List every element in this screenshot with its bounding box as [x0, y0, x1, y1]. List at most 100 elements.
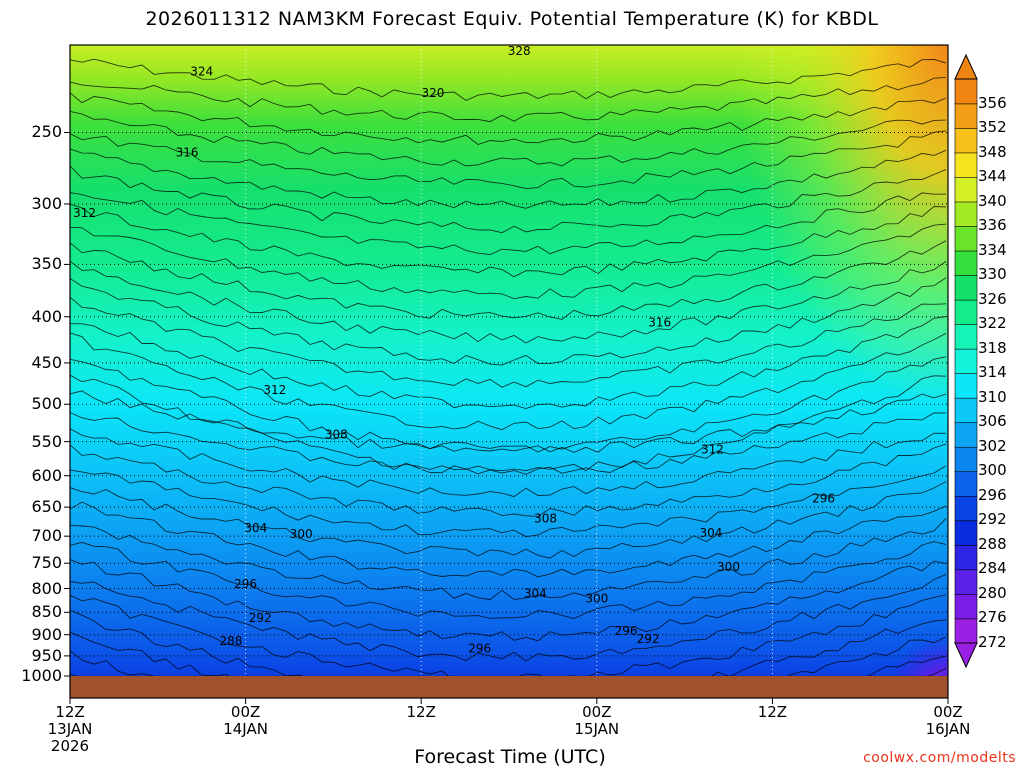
y-tick-label: 400: [31, 306, 62, 326]
colorbar-swatch: [954, 397, 978, 423]
plot-frame: [69, 44, 949, 699]
isotherm-label: 292: [637, 632, 660, 646]
isotherm-line: [70, 203, 947, 278]
isotherm-line: [70, 412, 947, 475]
colorbar-label: 280: [978, 583, 1007, 602]
isotherm-label: 320: [421, 86, 444, 100]
x-ticks: [69, 698, 949, 704]
isotherm-line: [70, 316, 947, 409]
colorbar-swatch: [954, 274, 978, 301]
y-tick-label: 850: [31, 602, 62, 622]
y-tick-label: 750: [31, 553, 62, 573]
colorbar-swatch: [954, 201, 978, 227]
credit-text: coolwx.com/modelts: [863, 750, 1016, 766]
colorbar-label: 310: [978, 387, 1007, 406]
colorbar-swatch: [954, 593, 978, 620]
colorbar-label: 318: [978, 338, 1007, 357]
colorbar-label: 356: [978, 93, 1007, 112]
isotherm-line: [70, 165, 947, 234]
isotherm-line: [70, 110, 947, 167]
colorbar-swatch: [954, 495, 978, 522]
isotherm-label: 300: [585, 592, 608, 606]
y-tick-label: 1000: [21, 666, 62, 685]
y-tick-label: 800: [31, 578, 62, 598]
isotherm-label: 312: [263, 383, 286, 397]
colorbar-label: 340: [978, 191, 1007, 210]
y-tick-label: 950: [31, 645, 62, 665]
y-tick-label: 300: [31, 193, 62, 213]
y-tick-label: 550: [31, 431, 62, 451]
isotherm-line: [70, 223, 947, 300]
x-tick-label: 12Z: [757, 703, 788, 721]
isotherm-line: [70, 374, 947, 472]
colorbar-label: 276: [978, 608, 1007, 627]
colorbar-label: 348: [978, 142, 1007, 161]
isotherm-line: [70, 76, 947, 123]
isotherm-label: 304: [699, 526, 722, 540]
y-ticks: [64, 131, 70, 677]
isotherm-label: 312: [73, 206, 96, 220]
isotherm-line: [70, 573, 947, 662]
colorbar-swatch: [954, 103, 978, 129]
colorbar-label: 300: [978, 461, 1007, 480]
colorbar-swatch: [954, 127, 978, 154]
colorbar-label: 292: [978, 510, 1007, 529]
x-tick-label: 00Z 16JAN: [925, 703, 971, 738]
x-tick-label: 00Z 15JAN: [574, 703, 620, 738]
colorbar-swatch: [954, 421, 978, 448]
isotherm-line: [70, 518, 947, 601]
isotherm-line: [70, 296, 947, 388]
isotherm-line: [70, 192, 947, 256]
arrow-down-icon: [954, 642, 978, 669]
isotherm-line: [70, 428, 947, 498]
isotherm-label: 296: [615, 624, 638, 638]
isotherm-line: [70, 609, 947, 698]
colorbar-label: 272: [978, 633, 1007, 651]
colorbar-swatch: [954, 152, 978, 178]
colorbar-swatch: [954, 372, 978, 399]
isotherm-line: [70, 481, 947, 559]
isotherm-line: [70, 541, 947, 619]
colorbar-swatch: [954, 299, 978, 325]
colorbar-label: 336: [978, 216, 1007, 235]
y-tick-label: 250: [31, 122, 62, 142]
isotherm-label: 288: [220, 634, 243, 648]
isotherm-labels: 328 324 320 316 316 312 312 312 308 308 304 304 304 3…: [73, 45, 835, 655]
y-tick-label: 600: [31, 465, 62, 485]
isotherm-label: 316: [176, 145, 199, 159]
isotherm-label: 300: [717, 560, 740, 574]
x-tick-label: 00Z 14JAN: [223, 703, 268, 738]
colorbar-swatch: [954, 471, 978, 497]
isotherm-label: 296: [234, 577, 257, 591]
colorbar-label: 306: [978, 412, 1007, 431]
colorbar-label: 296: [978, 485, 1007, 504]
colorbar-swatch: [954, 618, 978, 644]
colorbar-swatch: [954, 176, 978, 203]
x-axis-title: Forecast Time (UTC): [414, 746, 606, 768]
isotherm-label: 292: [249, 611, 272, 625]
colorbar-label: 314: [978, 363, 1007, 382]
isotherm-line: [70, 260, 947, 344]
arrow-up-icon: [954, 53, 978, 80]
isotherm-label: 316: [648, 316, 671, 330]
colorbar-swatch: [954, 323, 978, 350]
colorbar-label: 284: [978, 559, 1007, 578]
isotherm-line: [70, 631, 947, 698]
colorbar-swatch: [954, 225, 978, 252]
colorbar-label: 352: [978, 118, 1007, 137]
isotherm-label: 296: [812, 492, 835, 506]
isotherm-line: [70, 277, 947, 366]
isotherm-label: 300: [290, 527, 313, 541]
isotherm-line: [70, 501, 947, 578]
colorbar-swatch: [954, 348, 978, 374]
isotherm-contours: [70, 58, 947, 698]
colorbar-label: 322: [978, 314, 1007, 333]
isotherm-line: [70, 390, 947, 453]
isotherm-label: 304: [244, 521, 267, 535]
colorbar-label: 344: [978, 167, 1007, 186]
ground-surface: [70, 676, 948, 698]
colorbar-label: 330: [978, 265, 1007, 284]
colorbar-swatch: [954, 544, 978, 571]
colorbar-label: 302: [978, 436, 1007, 455]
